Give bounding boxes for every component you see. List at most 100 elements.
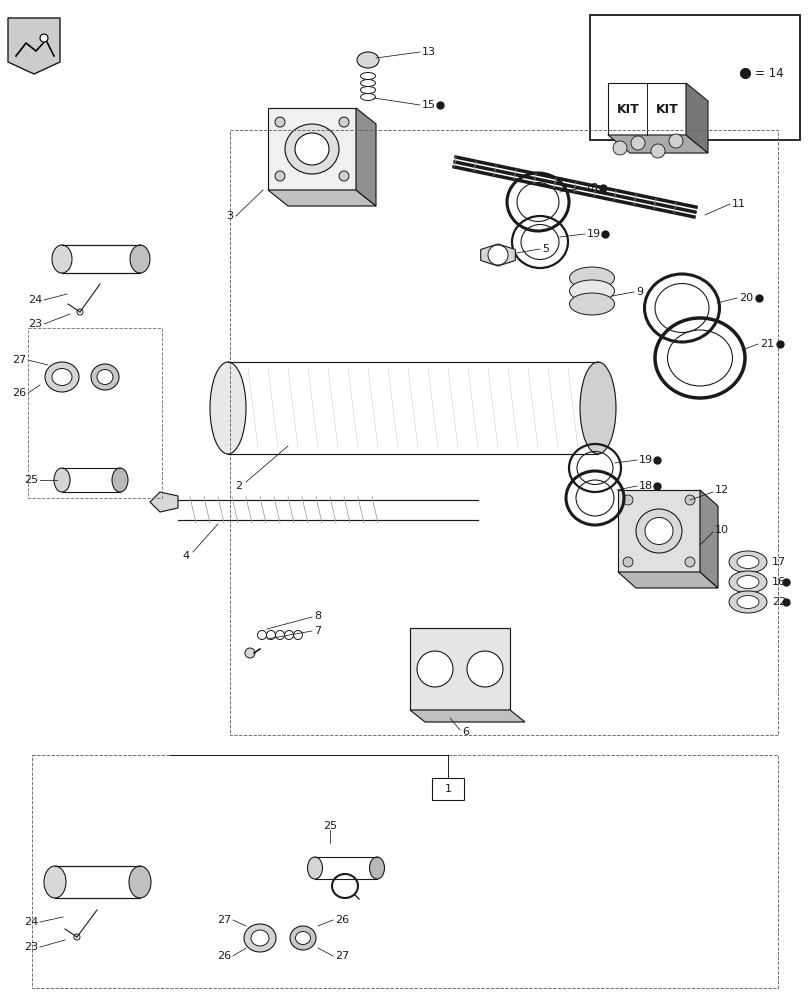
Text: 15: 15 — [422, 100, 436, 110]
Ellipse shape — [112, 468, 128, 492]
Ellipse shape — [130, 245, 150, 273]
Text: 27: 27 — [217, 915, 230, 925]
Polygon shape — [8, 18, 60, 74]
Text: 25: 25 — [24, 475, 38, 485]
Text: 21: 21 — [759, 339, 773, 349]
Text: 12: 12 — [714, 485, 728, 495]
Text: 2: 2 — [234, 481, 242, 491]
Text: 24: 24 — [24, 917, 38, 927]
Polygon shape — [150, 492, 178, 512]
Ellipse shape — [45, 362, 79, 392]
Text: 26: 26 — [335, 915, 349, 925]
Text: = 14: = 14 — [754, 67, 783, 80]
Text: 5: 5 — [541, 244, 548, 254]
Ellipse shape — [569, 280, 614, 302]
Circle shape — [668, 134, 682, 148]
Polygon shape — [355, 108, 375, 206]
Ellipse shape — [290, 926, 315, 950]
Ellipse shape — [210, 362, 246, 454]
Circle shape — [684, 557, 694, 567]
Ellipse shape — [728, 551, 766, 573]
Polygon shape — [268, 108, 355, 190]
Circle shape — [417, 651, 453, 687]
Text: 19: 19 — [638, 455, 652, 465]
Ellipse shape — [52, 245, 72, 273]
Text: 24: 24 — [28, 295, 42, 305]
Ellipse shape — [294, 133, 328, 165]
Text: 18: 18 — [584, 183, 599, 193]
Circle shape — [487, 245, 508, 265]
Circle shape — [275, 117, 285, 127]
Circle shape — [245, 648, 255, 658]
Ellipse shape — [728, 571, 766, 593]
Text: 22: 22 — [771, 597, 785, 607]
Ellipse shape — [44, 866, 66, 898]
Text: KIT: KIT — [616, 103, 638, 116]
Ellipse shape — [635, 509, 681, 553]
Text: 7: 7 — [314, 626, 320, 636]
Text: 27: 27 — [11, 355, 26, 365]
Ellipse shape — [91, 364, 119, 390]
Circle shape — [650, 144, 664, 158]
Ellipse shape — [369, 857, 384, 879]
Ellipse shape — [52, 368, 72, 385]
Ellipse shape — [129, 866, 151, 898]
Polygon shape — [699, 490, 717, 588]
Text: 25: 25 — [323, 821, 337, 831]
Text: 13: 13 — [422, 47, 436, 57]
Ellipse shape — [569, 267, 614, 289]
Circle shape — [622, 495, 633, 505]
Ellipse shape — [54, 468, 70, 492]
Ellipse shape — [285, 124, 338, 174]
Text: KIT: KIT — [654, 103, 677, 116]
Polygon shape — [617, 572, 717, 588]
Text: 19: 19 — [586, 229, 600, 239]
Ellipse shape — [569, 293, 614, 315]
Circle shape — [630, 136, 644, 150]
Text: 26: 26 — [217, 951, 230, 961]
Ellipse shape — [357, 52, 379, 68]
Text: 23: 23 — [24, 942, 38, 952]
Text: 20: 20 — [738, 293, 752, 303]
Polygon shape — [685, 83, 707, 153]
Ellipse shape — [97, 369, 113, 384]
Text: 9: 9 — [635, 287, 642, 297]
Bar — [590, 15, 799, 140]
Text: 16: 16 — [771, 577, 785, 587]
Ellipse shape — [307, 857, 322, 879]
Circle shape — [622, 557, 633, 567]
Text: 4: 4 — [182, 551, 190, 561]
Circle shape — [338, 171, 349, 181]
Text: 23: 23 — [28, 319, 42, 329]
Polygon shape — [607, 135, 707, 153]
Text: 27: 27 — [335, 951, 349, 961]
Circle shape — [275, 171, 285, 181]
Ellipse shape — [736, 576, 758, 588]
Text: 6: 6 — [461, 727, 469, 737]
Polygon shape — [410, 710, 525, 722]
Text: 1: 1 — [444, 784, 451, 794]
Ellipse shape — [251, 930, 268, 946]
Polygon shape — [617, 490, 699, 572]
Ellipse shape — [243, 924, 276, 952]
Circle shape — [612, 141, 626, 155]
Ellipse shape — [736, 595, 758, 608]
Bar — [431, 778, 463, 800]
Circle shape — [684, 495, 694, 505]
Circle shape — [40, 34, 48, 42]
Text: 8: 8 — [314, 611, 320, 621]
Circle shape — [466, 651, 502, 687]
Ellipse shape — [736, 556, 758, 568]
Polygon shape — [607, 83, 685, 135]
Text: 26: 26 — [12, 388, 26, 398]
Ellipse shape — [644, 518, 672, 544]
Ellipse shape — [295, 931, 310, 944]
Text: 18: 18 — [638, 481, 652, 491]
Polygon shape — [480, 244, 515, 266]
Text: 17: 17 — [771, 557, 785, 567]
Text: 3: 3 — [225, 211, 233, 221]
Circle shape — [338, 117, 349, 127]
Ellipse shape — [579, 362, 616, 454]
Text: 10: 10 — [714, 525, 728, 535]
Ellipse shape — [728, 591, 766, 613]
